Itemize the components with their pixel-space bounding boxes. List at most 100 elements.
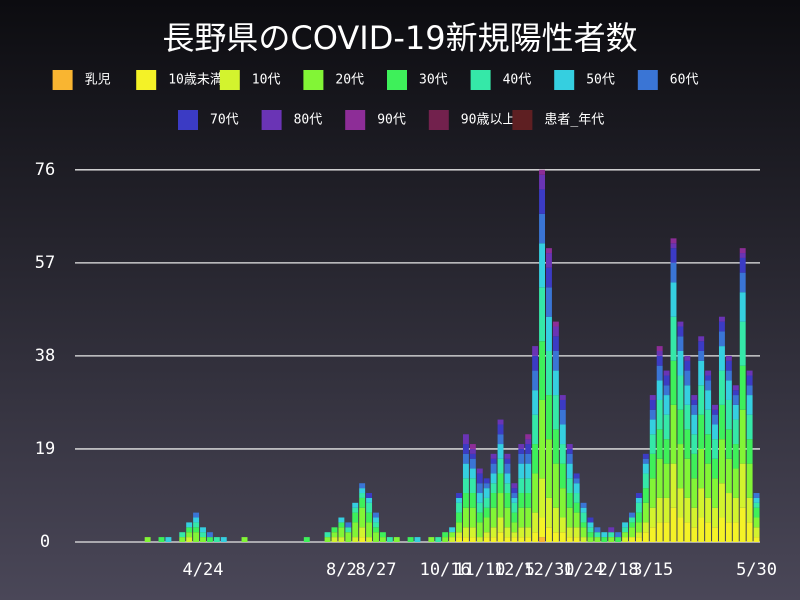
- bar-segment: [559, 409, 566, 425]
- bar-segment: [559, 424, 566, 445]
- bar-segment: [338, 522, 345, 528]
- bar-segment: [179, 537, 186, 542]
- bar-segment: [635, 512, 642, 523]
- bar-segment: [732, 390, 739, 396]
- legend-swatch: [52, 70, 73, 90]
- bar-segment: [483, 507, 490, 518]
- bar-segment: [629, 527, 635, 538]
- bar-segment: [497, 434, 504, 445]
- bar-segment: [684, 522, 691, 542]
- bar-segment: [566, 507, 573, 528]
- bar-segment: [511, 512, 518, 523]
- bar-segment: [511, 488, 518, 494]
- bar-segment: [718, 404, 725, 440]
- bar-segment: [739, 365, 746, 410]
- bar-segment: [511, 522, 518, 533]
- bar-segment: [331, 527, 338, 533]
- bar-segment: [587, 527, 594, 533]
- bar-segment: [663, 439, 670, 464]
- bar-segment: [435, 537, 442, 542]
- bar-segment: [407, 537, 414, 542]
- bar-segment: [725, 380, 732, 400]
- bar-segment: [649, 507, 656, 528]
- bar-segment: [608, 537, 615, 542]
- bar-segment: [539, 478, 546, 518]
- bar-segment: [670, 360, 677, 405]
- bar-segment: [656, 346, 663, 351]
- legend-swatch: [136, 70, 157, 90]
- bar-segment: [573, 478, 580, 484]
- bar-segment: [705, 390, 712, 410]
- bar-segment: [601, 532, 608, 538]
- legend-swatch: [387, 70, 407, 90]
- bar-segment: [705, 463, 712, 498]
- bar-segment: [732, 385, 739, 391]
- bar-segment: [213, 537, 220, 542]
- x-tick-label: 12/30: [523, 560, 574, 580]
- bar-segment: [511, 502, 518, 513]
- bar-segment: [490, 527, 497, 538]
- bar-segment: [462, 493, 469, 508]
- bar-segment: [490, 463, 497, 474]
- bar-segment: [539, 517, 546, 538]
- bar-segment: [649, 419, 656, 435]
- bar-segment: [165, 537, 172, 542]
- bar-segment: [428, 537, 435, 542]
- bar-segment: [670, 316, 677, 361]
- bar-segment: [532, 532, 539, 542]
- bar-segment: [476, 522, 483, 538]
- bar-segment: [456, 502, 462, 513]
- bar-segment: [359, 488, 366, 494]
- bar-segment: [663, 414, 670, 440]
- legend-swatch: [178, 110, 198, 130]
- bar-segment: [476, 502, 483, 513]
- bar-segment: [490, 493, 497, 508]
- legend-label: 30代: [419, 73, 448, 88]
- bar-segment: [511, 532, 518, 538]
- bar-segment: [546, 497, 552, 528]
- bar-segment: [518, 507, 525, 528]
- bar-segment: [684, 497, 691, 523]
- bar-segment: [373, 512, 379, 518]
- bar-segment: [449, 537, 456, 542]
- bar-segment: [705, 409, 712, 435]
- bar-segment: [497, 517, 504, 533]
- legend-swatch: [470, 70, 491, 90]
- bar-segment: [566, 448, 573, 454]
- bar-segment: [539, 287, 546, 342]
- bar-segment: [345, 532, 352, 542]
- bar-segment: [539, 174, 546, 190]
- bar-segment: [670, 248, 677, 263]
- x-tick-label: 8/27: [356, 560, 397, 580]
- bar-segment: [483, 517, 490, 533]
- bar-segment: [677, 488, 684, 518]
- bar-segment: [670, 463, 677, 508]
- legend-label: 90歳以上: [461, 113, 516, 128]
- bar-segment: [684, 385, 691, 405]
- bar-segment: [462, 527, 469, 538]
- chart-title: 長野県のCOVID-19新規陽性者数: [162, 19, 637, 57]
- bar-segment: [642, 522, 649, 533]
- bar-segment: [739, 409, 746, 464]
- bar-segment: [691, 404, 698, 415]
- bar-segment: [476, 468, 483, 474]
- bar-segment: [352, 522, 359, 538]
- bar-segment: [656, 458, 663, 498]
- bar-segment: [746, 385, 753, 396]
- bar-segment: [629, 512, 635, 518]
- bar-segment: [705, 434, 712, 464]
- bar-segment: [379, 537, 386, 542]
- bar-segment: [691, 414, 698, 435]
- legend-swatch: [637, 70, 658, 90]
- x-tick-label: 5/30: [736, 560, 777, 580]
- bar-segment: [746, 463, 753, 498]
- bar-segment: [629, 522, 635, 528]
- bar-segment: [649, 478, 656, 508]
- y-tick-label: 0: [40, 532, 50, 552]
- bar-segment: [677, 517, 684, 542]
- bar-segment: [718, 331, 725, 347]
- bar-segment: [587, 537, 594, 542]
- bar-segment: [331, 532, 338, 538]
- bar-segment: [732, 497, 739, 523]
- bar-segment: [539, 189, 546, 214]
